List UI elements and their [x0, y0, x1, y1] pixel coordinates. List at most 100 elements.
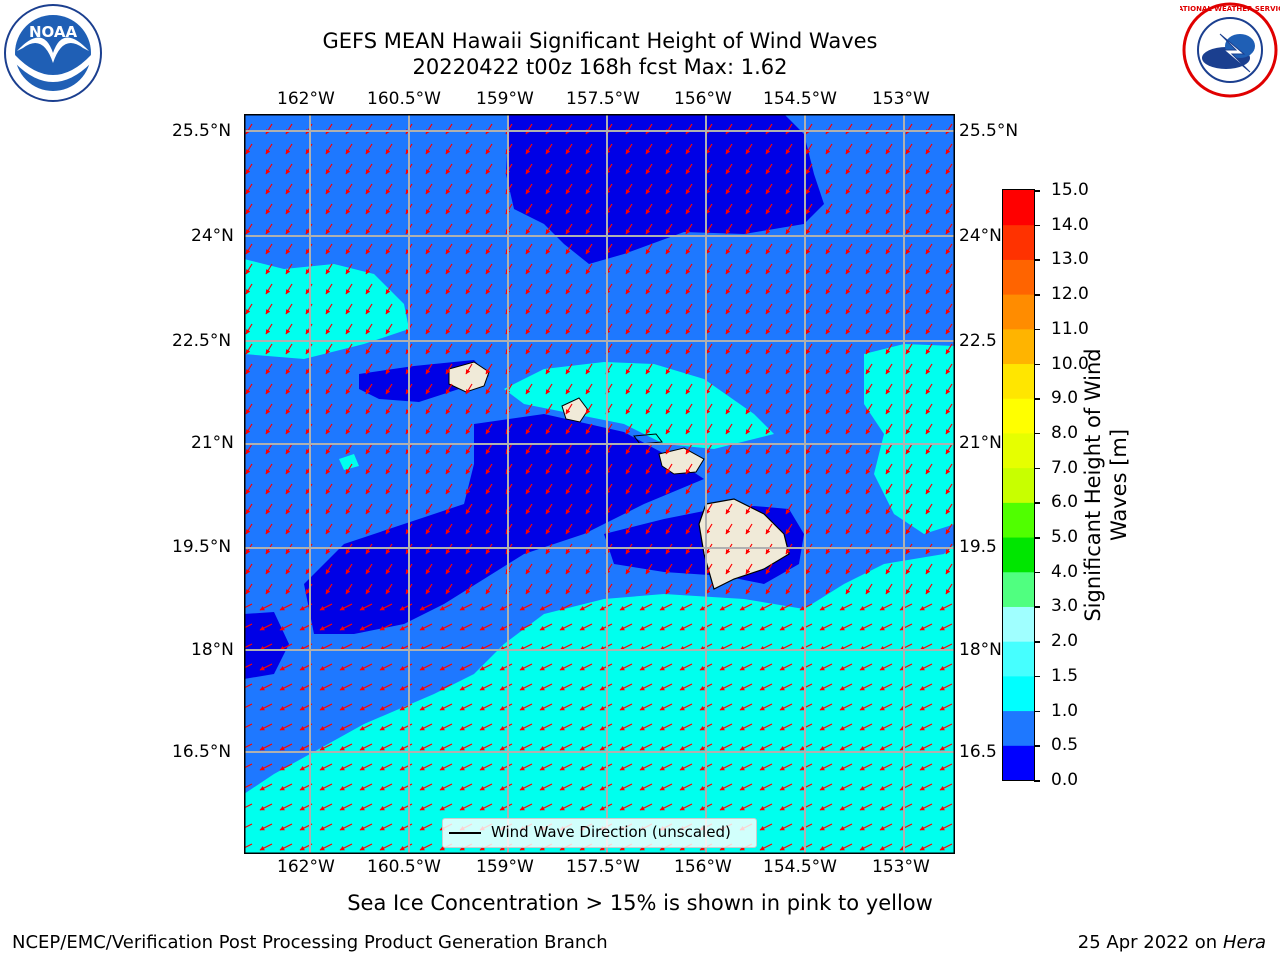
wind-arrow	[345, 163, 353, 175]
wind-arrow	[545, 503, 553, 515]
wind-arrow	[585, 283, 593, 295]
wind-arrow	[645, 403, 653, 415]
colorbar-tick-mark	[1034, 190, 1040, 192]
wind-arrow	[445, 323, 453, 335]
wind-arrow	[245, 203, 253, 215]
wind-arrow	[825, 443, 833, 455]
wind-arrow	[525, 203, 533, 215]
wind-arrow	[765, 363, 773, 375]
wind-arrow	[819, 683, 833, 691]
wind-arrow	[325, 243, 333, 255]
wind-arrow	[745, 323, 753, 335]
wind-arrow	[265, 183, 273, 195]
wind-arrow	[585, 583, 593, 595]
wind-arrow	[865, 423, 873, 435]
lat-label-left: 19.5°N	[172, 537, 232, 557]
wind-arrow	[285, 563, 293, 575]
wind-arrow	[245, 163, 253, 175]
wind-arrow	[339, 663, 353, 671]
wind-arrow	[445, 583, 453, 595]
wind-arrow	[425, 523, 433, 535]
wind-arrow	[925, 583, 933, 595]
wind-arrow	[865, 403, 873, 415]
wind-arrow	[719, 603, 733, 611]
wind-arrow	[885, 163, 893, 175]
wind-arrow	[919, 663, 933, 671]
wind-arrow	[759, 683, 773, 691]
lon-label-bottom: 157.5°W	[566, 857, 640, 877]
wind-arrow	[885, 483, 893, 495]
wind-arrow	[285, 263, 293, 275]
wind-arrow	[905, 363, 913, 375]
wind-arrow	[745, 443, 753, 455]
wind-arrow	[685, 403, 693, 415]
wind-arrow	[245, 463, 253, 475]
wind-arrow	[285, 403, 293, 415]
lon-label-bottom: 153°W	[872, 857, 930, 877]
lon-label-top: 157.5°W	[566, 89, 640, 109]
wind-arrow	[659, 663, 673, 671]
wind-arrow	[645, 383, 653, 395]
wind-arrow	[359, 603, 373, 611]
wind-arrow	[765, 163, 773, 175]
wind-arrow	[285, 463, 293, 475]
wind-arrow	[425, 243, 433, 255]
wind-arrow	[445, 203, 453, 215]
wind-arrow	[519, 623, 533, 631]
wind-arrow	[465, 583, 473, 595]
wind-arrow	[665, 403, 673, 415]
wind-arrow	[899, 623, 913, 631]
wind-arrow	[845, 403, 853, 415]
wind-arrow	[385, 483, 393, 495]
wind-arrow	[765, 263, 773, 275]
wind-arrow	[619, 683, 633, 691]
wind-arrow	[925, 323, 933, 335]
wind-arrow	[645, 143, 653, 155]
wind-arrow	[285, 283, 293, 295]
wind-arrow	[885, 243, 893, 255]
lon-label-top: 156°W	[674, 89, 732, 109]
wind-arrow	[545, 383, 553, 395]
wind-arrow	[945, 243, 953, 255]
wind-arrow	[805, 523, 813, 535]
wind-arrow	[539, 683, 553, 691]
wind-arrow	[805, 263, 813, 275]
wind-arrow	[685, 443, 693, 455]
wind-arrow	[905, 143, 913, 155]
footer-date: 25 Apr 2022 on Hera	[1078, 932, 1266, 953]
wind-arrow	[539, 603, 553, 611]
wind-arrow	[565, 263, 573, 275]
wind-arrow	[345, 503, 353, 515]
wind-arrow	[385, 343, 393, 355]
wind-arrow	[385, 163, 393, 175]
wind-arrow	[339, 683, 353, 691]
wind-arrow	[425, 143, 433, 155]
island-hawaii	[698, 498, 790, 590]
wind-arrow	[445, 363, 453, 375]
colorbar-tick-mark	[1034, 780, 1040, 782]
wind-arrow	[685, 223, 693, 235]
wind-arrow	[565, 283, 573, 295]
wind-arrow	[905, 443, 913, 455]
sea-ice-note-text: Sea Ice Concentration > 15% is shown in …	[347, 891, 933, 915]
wind-arrow	[265, 123, 273, 135]
wind-arrow	[685, 123, 693, 135]
wind-arrow	[585, 183, 593, 195]
wind-arrow	[425, 563, 433, 575]
wind-arrow	[845, 123, 853, 135]
wind-arrow	[499, 683, 513, 691]
wind-arrow	[765, 383, 773, 395]
wind-arrow	[485, 523, 493, 535]
wind-arrow	[685, 163, 693, 175]
wind-arrow	[925, 343, 933, 355]
wind-arrow	[259, 623, 273, 631]
wind-arrow	[545, 343, 553, 355]
wind-arrow	[265, 343, 273, 355]
wind-arrow	[865, 363, 873, 375]
wind-arrow	[905, 203, 913, 215]
wind-arrow	[265, 243, 273, 255]
map-panel: Wind Wave Direction (unscaled)	[244, 114, 955, 854]
wind-arrow	[725, 523, 733, 535]
wind-arrow	[465, 123, 473, 135]
wind-arrow	[825, 203, 833, 215]
